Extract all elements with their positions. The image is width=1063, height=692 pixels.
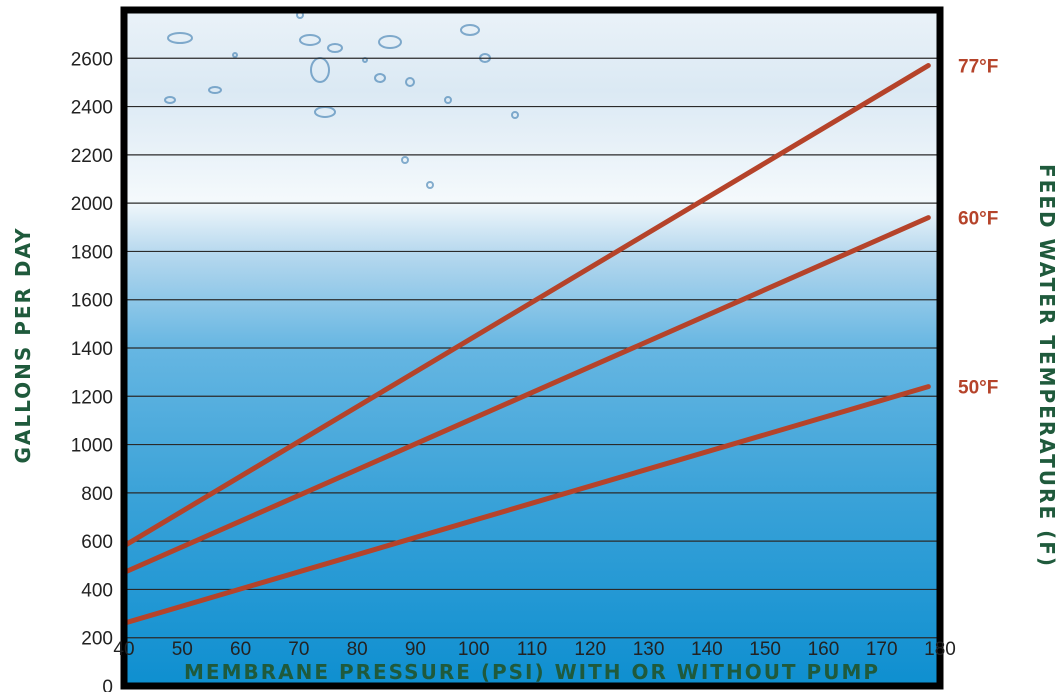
x-tick-label: 100	[458, 639, 490, 660]
x-tick-label: 60	[230, 639, 251, 660]
x-tick-label: 40	[113, 639, 134, 660]
series-line	[121, 384, 931, 626]
series-label: 77°F	[958, 57, 998, 78]
series-lines	[121, 63, 931, 626]
series-label: 60°F	[958, 209, 998, 230]
plot-frame	[120, 6, 944, 690]
y-tick-label: 1800	[71, 242, 113, 263]
x-tick-label: 160	[808, 639, 840, 660]
x-tick-label: 80	[347, 639, 368, 660]
x-tick-label: 90	[405, 639, 426, 660]
x-tick-label: 150	[749, 639, 781, 660]
y-tick-label: 800	[81, 484, 113, 505]
series-line	[121, 215, 931, 576]
y-tick-label: 0	[102, 677, 113, 692]
y-tick-label: 2000	[71, 194, 113, 215]
x-tick-label: 70	[288, 639, 309, 660]
y-tick-label: 200	[81, 629, 113, 650]
y-axis-title: GALLONS PER DAY	[11, 226, 35, 463]
x-tick-label: 180	[924, 639, 956, 660]
y-tick-label: 2200	[71, 146, 113, 167]
water-bubbles	[164, 11, 519, 189]
x-tick-label: 110	[517, 639, 547, 660]
y-tick-labels: 0 200 400 600 800 1000 1200 1400 1600 1800 2000 220…	[71, 49, 113, 692]
y-tick-label: 2400	[71, 98, 113, 119]
series-label: 50°F	[958, 378, 998, 399]
x-tick-label: 130	[633, 639, 665, 660]
x-tick-label: 50	[172, 639, 193, 660]
y-tick-label: 600	[81, 532, 113, 553]
y-tick-label: 1000	[71, 436, 113, 457]
series-line	[121, 63, 931, 549]
grid-lines	[124, 57, 940, 639]
x-axis-title: MEMBRANE PRESSURE (PSI) WITH OR WITHOUT …	[184, 660, 880, 684]
x-tick-label: 140	[691, 639, 723, 660]
x-tick-label: 120	[574, 639, 606, 660]
series-labels: 77°F 60°F 50°F	[958, 57, 998, 399]
x-tick-labels: 40 50 60 70 80 90 100 110 120 130 140 150 160 170 180	[113, 639, 955, 660]
y-tick-label: 2600	[71, 49, 113, 70]
y-tick-label: 1600	[71, 291, 113, 312]
x-tick-label: 170	[866, 639, 898, 660]
y-tick-label: 1400	[71, 339, 113, 360]
y2-axis-title: FEED WATER TEMPERATURE (F)	[1035, 164, 1059, 568]
y-tick-label: 400	[81, 580, 113, 601]
y-tick-label: 1200	[71, 387, 113, 408]
